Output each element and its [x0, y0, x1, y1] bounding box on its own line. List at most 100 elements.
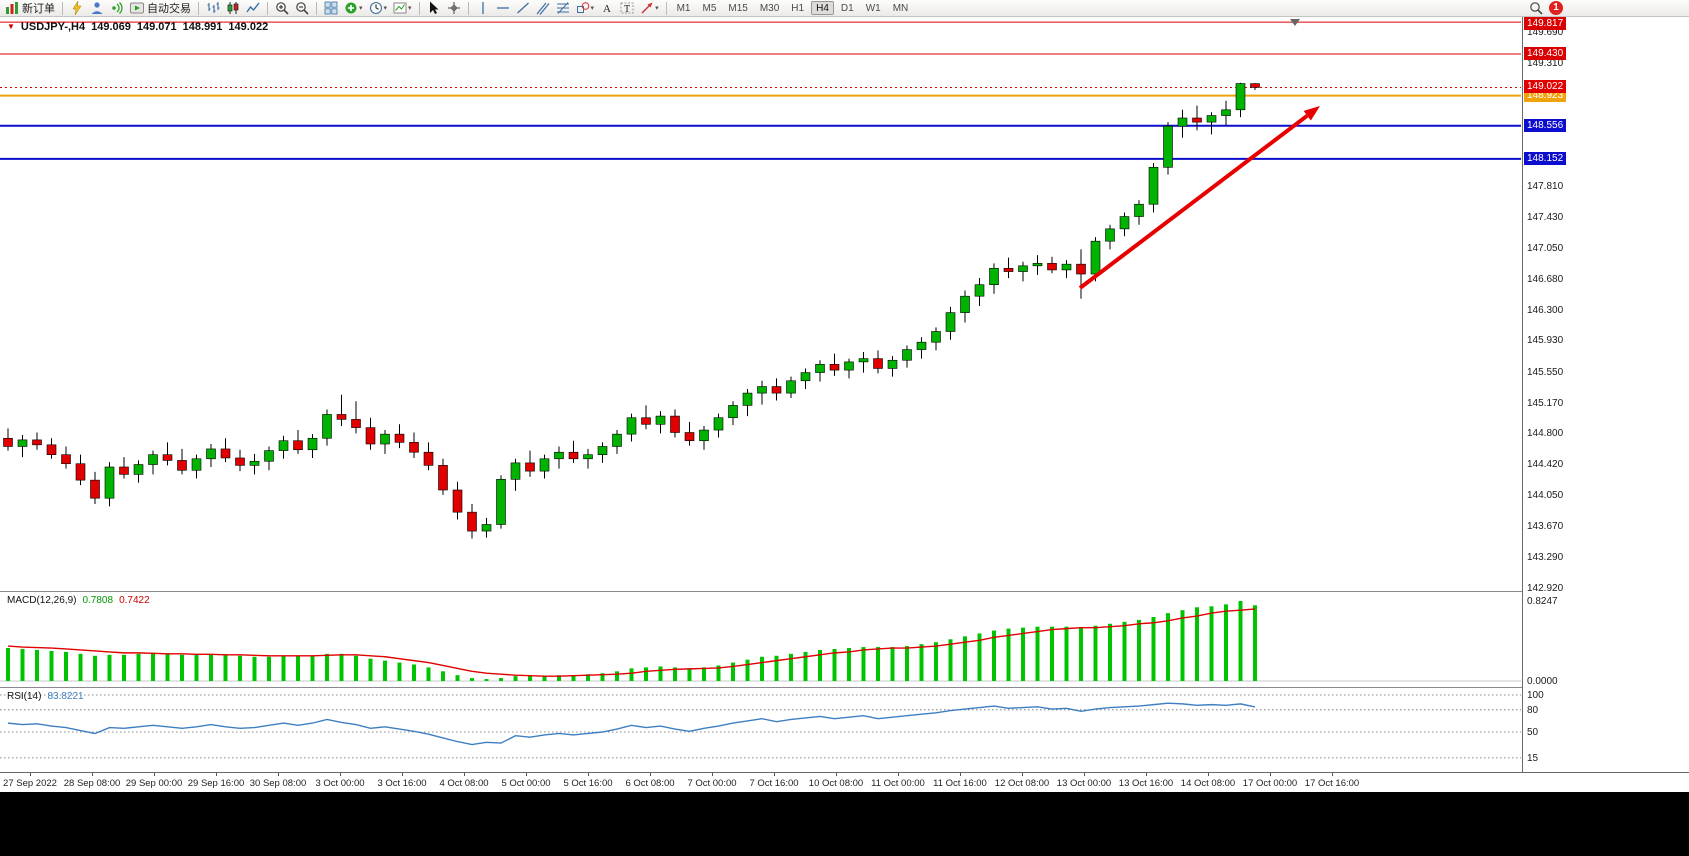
vertical-line-tool-button[interactable]: [474, 1, 492, 16]
price-axis-label: 146.680: [1527, 273, 1564, 285]
time-axis-label: 29 Sep 00:00: [125, 778, 183, 789]
chevron-down-icon: ▾: [408, 5, 412, 12]
time-axis-tick: [836, 773, 837, 776]
symbol-dropdown-icon[interactable]: ▼: [7, 22, 15, 31]
timeframe-h4-button[interactable]: H4: [811, 1, 834, 15]
timeframe-m15-button[interactable]: M15: [728, 3, 748, 14]
shapes-tool-button[interactable]: ▾: [574, 1, 597, 16]
time-axis-label: 11 Oct 16:00: [933, 778, 987, 789]
macd-histogram: [6, 601, 1257, 681]
fibonacci-tool-button[interactable]: [554, 1, 572, 16]
time-axis-tick: [650, 773, 651, 776]
line-chart-mode-button[interactable]: [244, 1, 262, 16]
time-axis-tick: [960, 773, 961, 776]
indicators-button[interactable]: ▾: [342, 1, 365, 16]
time-axis-tick: [340, 773, 341, 776]
tile-windows-icon: [324, 1, 338, 15]
price-axis-label: 145.930: [1527, 335, 1564, 347]
rsi-label: RSI(14) 83.8221: [7, 691, 84, 702]
time-axis-tick: [1270, 773, 1271, 776]
periods-button[interactable]: ▾: [367, 1, 390, 16]
channel-tool-button[interactable]: [534, 1, 552, 16]
chart-canvas[interactable]: [0, 17, 1522, 792]
time-axis-label: 27 Sep 2022: [3, 778, 57, 789]
price-badge: 149.022: [1524, 80, 1567, 94]
notification-badge[interactable]: 1: [1549, 1, 1563, 15]
ohlc-low: 148.991: [182, 21, 223, 33]
templates-button[interactable]: ▾: [391, 1, 414, 16]
zoom-out-button[interactable]: [293, 1, 311, 16]
signals-button[interactable]: [108, 1, 126, 16]
line-chart-icon: [246, 1, 260, 15]
time-axis-label: 17 Oct 00:00: [1242, 778, 1298, 789]
chevron-down-icon: ▾: [590, 5, 595, 12]
time-axis-tick: [30, 773, 31, 776]
ohlc-high: 149.071: [136, 21, 177, 33]
trend-arrow[interactable]: [1078, 106, 1320, 290]
horizontal-level-lines[interactable]: [0, 21, 1521, 160]
new-order-button-label: 新订单: [22, 3, 55, 15]
price-axis-label: 147.810: [1527, 180, 1564, 192]
price-axis-label: 145.170: [1527, 397, 1564, 409]
time-axis-tick: [1208, 773, 1209, 776]
timeframe-m30-button[interactable]: M30: [759, 3, 780, 14]
time-axis-tick: [1022, 773, 1023, 776]
panel-separator-macd[interactable]: [0, 591, 1689, 592]
timeframe-w1-button[interactable]: W1: [865, 3, 881, 14]
price-axis-label: 142.920: [1527, 582, 1564, 594]
tile-windows-button[interactable]: [322, 1, 340, 16]
time-axis-label: 13 Oct 00:00: [1056, 778, 1112, 789]
time-axis-tick: [464, 773, 465, 776]
trader-community-button[interactable]: [88, 1, 106, 16]
chart-shift-marker-icon[interactable]: [1290, 19, 1300, 26]
trendline-tool-button[interactable]: [514, 1, 532, 16]
timeframe-d1-button[interactable]: D1: [840, 3, 854, 14]
price-axis-label: 145.550: [1527, 366, 1564, 378]
toolbar-separator: [267, 1, 268, 15]
time-axis-label: 11 Oct 00:00: [871, 778, 925, 789]
time-axis-label: 30 Sep 08:00: [249, 778, 307, 789]
timeframe-h1-button[interactable]: H1: [791, 3, 805, 14]
template-icon: [393, 1, 407, 15]
time-axis[interactable]: 27 Sep 2022 28 Sep 08:00 29 Sep 00:00 29 Se…: [0, 772, 1689, 792]
text-tool-button[interactable]: A: [598, 1, 616, 16]
time-axis-label: 28 Sep 08:00: [63, 778, 121, 789]
time-axis-label: 29 Sep 16:00: [187, 778, 245, 789]
auto-trading-button[interactable]: 自动交易: [128, 1, 193, 16]
auto-trading-button-label: 自动交易: [147, 3, 191, 15]
price-badge: 149.430: [1524, 46, 1567, 60]
bar-chart-mode-button[interactable]: [204, 1, 222, 16]
search-icon[interactable]: [1529, 1, 1543, 15]
ohlc-open: 149.069: [91, 21, 131, 33]
time-axis-tick: [898, 773, 899, 776]
indicators-icon: [344, 1, 358, 15]
bar-chart-icon: [206, 1, 220, 15]
new-order-button[interactable]: 新订单: [3, 1, 57, 16]
cursor-tool-button[interactable]: [425, 1, 443, 16]
quick-trade-button[interactable]: [68, 1, 86, 16]
price-axis[interactable]: 149.690 149.310 147.810 147.430 147.050 146.6…: [1522, 17, 1689, 772]
time-axis-label: 12 Oct 08:00: [994, 778, 1050, 789]
rsi-line: [7, 702, 1256, 746]
price-axis-label: 144.050: [1527, 489, 1564, 501]
horizontal-line-tool-button[interactable]: [494, 1, 512, 16]
timeframe-mn-button[interactable]: MN: [892, 3, 909, 14]
panel-separator-rsi[interactable]: [0, 687, 1689, 688]
arrows-tool-button[interactable]: ▾: [638, 1, 661, 16]
crosshair-tool-button[interactable]: [445, 1, 463, 16]
zoom-in-button[interactable]: [273, 1, 291, 16]
macd-name: MACD(12,26,9): [7, 595, 77, 606]
rsi-axis-label: 50: [1527, 727, 1539, 738]
zoom-in-icon: [275, 1, 289, 15]
svg-text:A: A: [603, 3, 611, 15]
time-axis-tick: [216, 773, 217, 776]
time-axis-tick: [1084, 773, 1085, 776]
candlestick-mode-button[interactable]: [224, 1, 242, 16]
timeframe-m5-button[interactable]: M5: [702, 3, 717, 14]
timeframe-m1-button[interactable]: M1: [676, 3, 691, 14]
price-axis-label: 143.670: [1527, 520, 1564, 532]
label-icon: T: [620, 1, 634, 15]
cursor-icon: [427, 1, 441, 15]
macd-axis-label: 0.0000: [1527, 676, 1558, 687]
label-tool-button[interactable]: T: [618, 1, 636, 16]
